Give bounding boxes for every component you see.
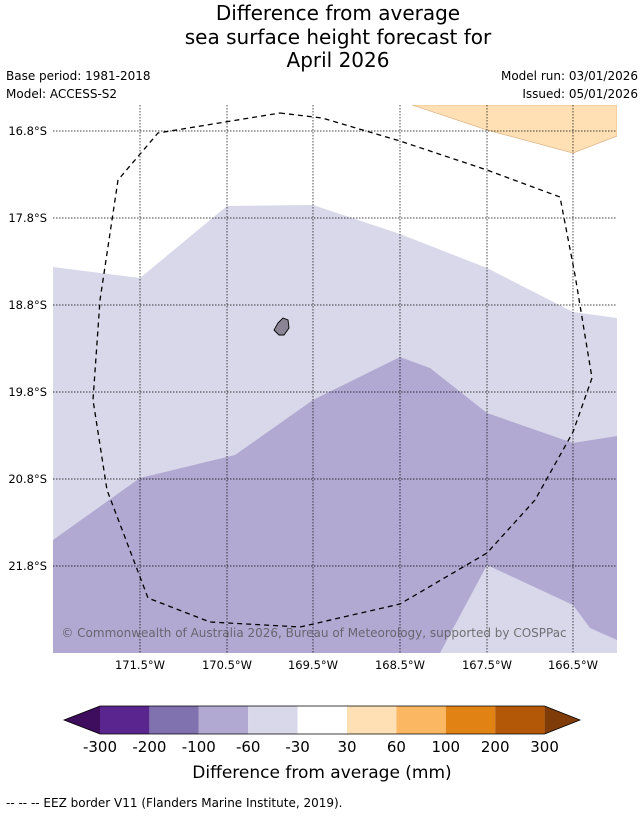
graticule: [53, 105, 617, 653]
colorbar-swatch: [396, 706, 446, 734]
eez-border: [92, 112, 593, 628]
lon-label: 168.5°W: [375, 658, 425, 672]
map-area: [53, 105, 617, 653]
colorbar-tick: 200: [481, 738, 510, 756]
lon-label: 166.5°W: [548, 658, 598, 672]
lon-label: 171.5°W: [115, 658, 165, 672]
colorbar-tick: -300: [83, 738, 117, 756]
anomaly-band-medium: [53, 357, 617, 653]
lat-label: 17.8°S: [8, 211, 47, 225]
colorbar-tick: -100: [182, 738, 216, 756]
colorbar-tick: -200: [132, 738, 166, 756]
colorbar-swatch: [248, 706, 298, 734]
colorbar-tick: -60: [236, 738, 261, 756]
colorbar-swatch: [445, 706, 496, 734]
colorbar-max-arrow: [544, 706, 580, 734]
model-run: Model run: 03/01/2026: [500, 69, 638, 83]
base-period: Base period: 1981-2018: [6, 69, 151, 83]
colorbar-tick: 100: [431, 738, 460, 756]
positive-anomaly-patch: [411, 105, 617, 154]
title-line-1: Difference from average: [215, 1, 461, 25]
meta-left: Base period: 1981-2018 Model: ACCESS-S2: [6, 67, 151, 103]
colorbar-tick: 300: [530, 738, 559, 756]
lon-label: 167.5°W: [462, 658, 512, 672]
lat-label: 21.8°S: [8, 559, 47, 573]
lat-label: 20.8°S: [8, 472, 47, 486]
colorbar-min-arrow: [64, 706, 100, 734]
map-title: Difference from average sea surface heig…: [0, 1, 644, 73]
colorbar-tick: -30: [285, 738, 310, 756]
colorbar: [62, 705, 582, 735]
copyright-text: © Commonwealth of Australia 2026, Bureau…: [61, 626, 566, 640]
colorbar-swatch: [297, 706, 347, 734]
colorbar-title: Difference from average (mm): [192, 763, 451, 783]
lon-label: 169.5°W: [288, 658, 338, 672]
colorbar-tick: 60: [387, 738, 406, 756]
colorbar-outline: [62, 705, 582, 735]
lat-label: 18.8°S: [8, 298, 47, 312]
model-name: Model: ACCESS-S2: [6, 87, 118, 101]
colorbar-swatch: [347, 706, 397, 734]
latitude-labels: 16.8°S 17.8°S 18.8°S 19.8°S 20.8°S 21.8°…: [8, 124, 47, 573]
colorbar-swatch: [495, 706, 545, 734]
eez-footnote: -- -- -- EEZ border V11 (Flanders Marine…: [6, 796, 343, 810]
longitude-labels: 171.5°W 170.5°W 169.5°W 168.5°W 167.5°W …: [115, 658, 598, 672]
lat-label: 19.8°S: [8, 385, 47, 399]
title-line-2: sea surface height forecast for: [184, 24, 492, 49]
title-line-3: April 2026: [286, 48, 390, 72]
colorbar-swatch: [198, 706, 249, 734]
meta-right: Model run: 03/01/2026 Issued: 05/01/2026: [501, 67, 638, 103]
colorbar-swatch: [100, 706, 150, 734]
colorbar-ticks: -300 -200 -100 -60 -30 30 60 100 200 300: [83, 738, 559, 756]
island-shape: [273, 317, 290, 336]
colorbar-tick: 30: [337, 738, 356, 756]
lon-label: 170.5°W: [202, 658, 252, 672]
lat-label: 16.8°S: [8, 124, 47, 138]
colorbar-swatch: [149, 706, 199, 734]
issued-date: Issued: 05/01/2026: [522, 87, 638, 101]
